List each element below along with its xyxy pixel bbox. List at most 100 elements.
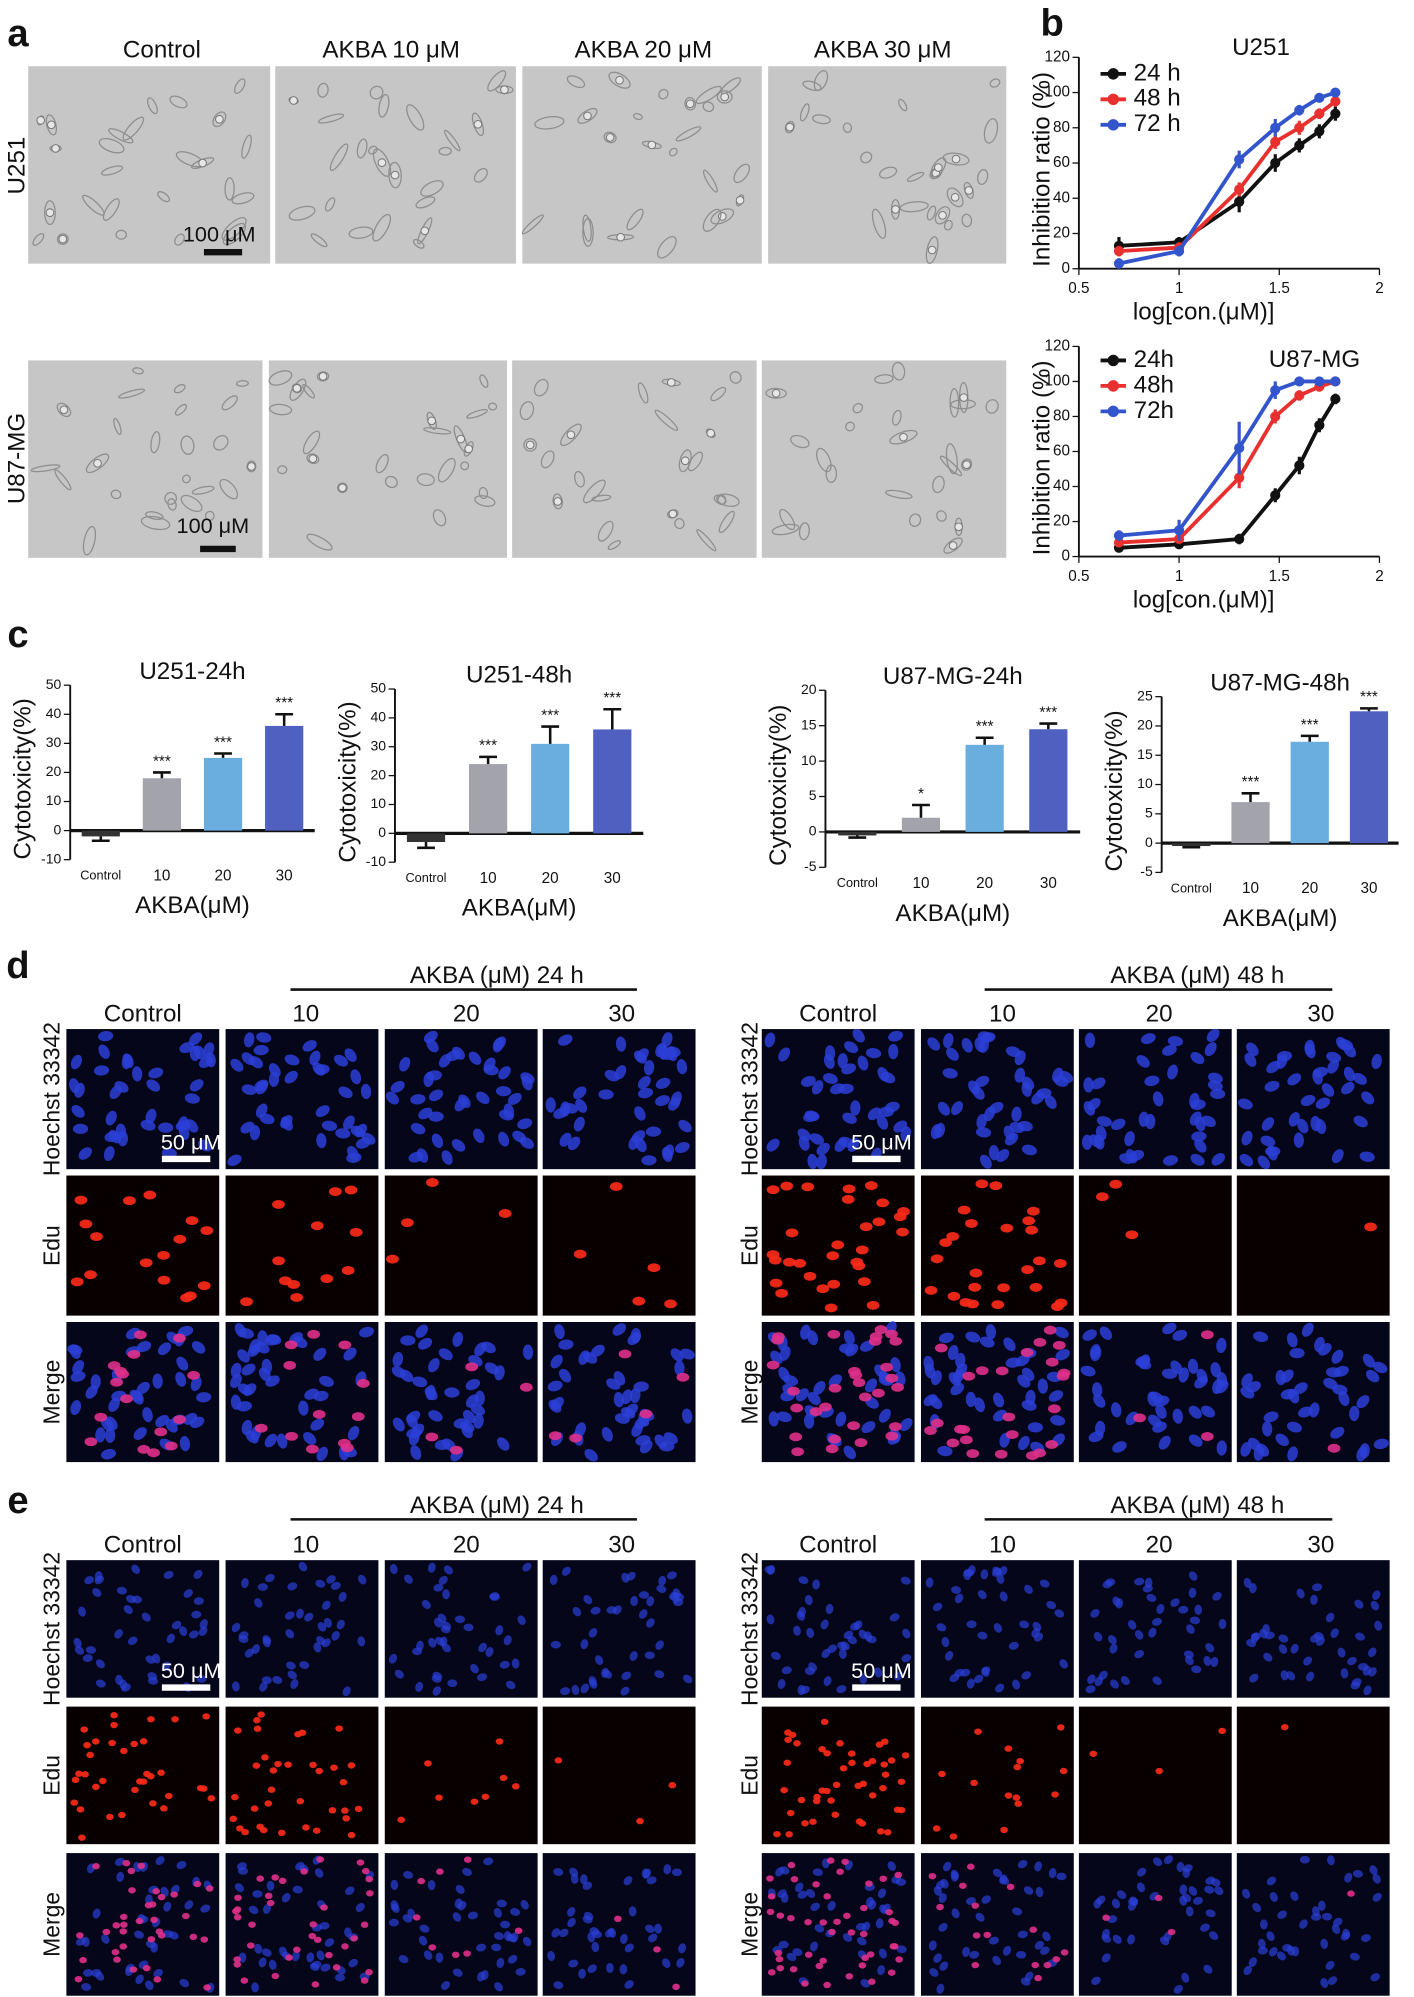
nucleus (1172, 1408, 1183, 1424)
nucleus (852, 1028, 865, 1043)
edu-nucleus (843, 1912, 851, 1919)
y-axis-label: Inhibition ratio (%) (1029, 360, 1056, 555)
edu-nucleus (833, 1918, 841, 1925)
edu-nucleus (498, 1209, 512, 1218)
edu-nucleus (267, 1786, 276, 1793)
nucleus (620, 1686, 630, 1696)
nucleus (621, 1671, 632, 1680)
nucleus (95, 1659, 105, 1669)
nucleus (200, 1904, 211, 1913)
nucleus (1362, 1665, 1372, 1676)
edu-nucleus (107, 1361, 121, 1371)
edu-nucleus (127, 1349, 141, 1359)
nucleus (676, 1957, 685, 1968)
image-bg (1236, 1853, 1390, 1996)
nucleus (835, 1411, 847, 1427)
nucleus (81, 1983, 92, 1991)
nucleus (355, 1902, 365, 1912)
nucleus (521, 1075, 533, 1091)
nucleus (1252, 1902, 1262, 1913)
nucleus (69, 1078, 80, 1094)
x-tick-label: 10 (153, 867, 170, 884)
edu-nucleus (325, 1951, 333, 1959)
edu-nucleus (653, 1946, 661, 1953)
cell (582, 479, 606, 504)
edu-nucleus (823, 1893, 832, 1900)
edu-nucleus (307, 1329, 321, 1339)
edu-nucleus (618, 1349, 632, 1359)
nucleus (303, 1431, 317, 1445)
nucleus (1286, 1671, 1296, 1681)
y-tick-label: 80 (1053, 407, 1070, 424)
marker (1330, 96, 1341, 107)
edu-nucleus (901, 1752, 910, 1759)
nucleus (1083, 1077, 1094, 1093)
nucleus (1162, 1044, 1177, 1056)
nucleus (588, 1628, 598, 1638)
edu-nucleus (780, 1786, 788, 1794)
edu-nucleus (1280, 1723, 1289, 1731)
nucleus (655, 1077, 671, 1089)
nucleus (843, 1445, 856, 1460)
nucleus (503, 1635, 512, 1646)
edu-nucleus (939, 1238, 953, 1247)
edu-nucleus (144, 1902, 153, 1909)
nucleus (1111, 1118, 1126, 1130)
nucleus (1293, 1382, 1308, 1395)
nucleus (1298, 1406, 1313, 1418)
cell (174, 403, 188, 416)
nucleus (943, 1033, 954, 1049)
edu-nucleus (354, 1805, 363, 1813)
edu-nucleus (205, 1885, 214, 1892)
nucleus (1372, 1590, 1381, 1601)
nucleus (560, 1101, 571, 1117)
y-tick-label: -10 (366, 853, 386, 869)
nucleus (842, 1112, 857, 1124)
nucleus (808, 1662, 818, 1672)
nucleus (171, 1620, 182, 1630)
nucleus (1000, 1876, 1010, 1885)
x-axis-label: log[con.(μM)] (1133, 587, 1275, 614)
cell (30, 464, 61, 473)
nucleus (1052, 1067, 1064, 1083)
cell (479, 374, 489, 388)
nucleus (630, 1596, 638, 1607)
nucleus (797, 1890, 808, 1899)
nucleus (1330, 1426, 1345, 1439)
nucleus (630, 1387, 641, 1404)
edu-nucleus (864, 1181, 878, 1191)
cell (56, 402, 72, 418)
y-tick-label: 120 (1044, 48, 1069, 65)
cell (110, 489, 122, 500)
edu-nucleus (330, 1764, 338, 1771)
nucleus (496, 1957, 505, 1969)
edu-nucleus (972, 1932, 981, 1939)
nucleus (452, 1912, 462, 1922)
nucleus (876, 1115, 889, 1130)
round-cell (566, 430, 576, 440)
nucleus (820, 1619, 829, 1630)
nucleus (1342, 1928, 1351, 1939)
nucleus (418, 1337, 433, 1350)
nucleus (553, 1981, 564, 1990)
nucleus (1262, 1624, 1270, 1635)
edu-nucleus (1005, 1430, 1019, 1439)
cell (577, 107, 598, 124)
nucleus (1152, 1421, 1167, 1433)
round-cell (668, 509, 678, 519)
nucleus (1203, 1964, 1213, 1974)
nucleus (336, 1619, 345, 1630)
nucleus (901, 1654, 912, 1663)
nucleus (1011, 1106, 1022, 1122)
edu-nucleus (269, 1767, 278, 1774)
nucleus (940, 1878, 949, 1889)
nucleus (95, 1427, 106, 1443)
fluorescence-image (761, 1028, 915, 1170)
nucleus (567, 1917, 576, 1928)
edu-nucleus (769, 1278, 783, 1288)
nucleus (135, 1974, 144, 1985)
column-label: AKBA 10 μM (322, 36, 460, 63)
cell (488, 402, 498, 411)
nucleus (95, 1679, 106, 1688)
y-axis-label: Inhibition ratio (%) (1029, 72, 1056, 267)
